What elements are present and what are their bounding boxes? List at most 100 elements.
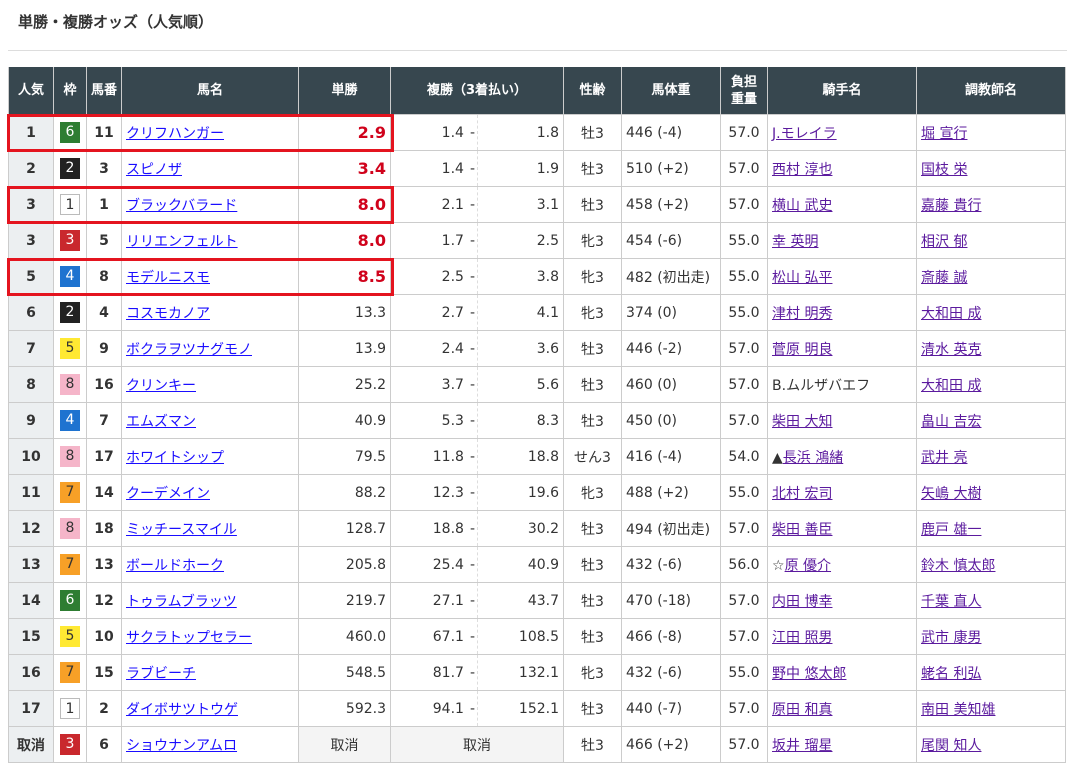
horse-name-link[interactable]: トゥラムブラッツ: [126, 593, 237, 610]
jockey-link[interactable]: 野中 悠太郎: [772, 665, 847, 682]
horse-name-link[interactable]: モデルニスモ: [126, 269, 210, 286]
win-odds-cell: 8.0: [298, 222, 391, 259]
trainer-link[interactable]: 畠山 吉宏: [921, 413, 982, 430]
table-row: 12 8 18 ミッチースマイル 128.7 18.8-30.2 牡3 494 (初出走) 57…: [8, 510, 1067, 547]
horse-name-link[interactable]: サクラトップセラー: [126, 629, 252, 646]
load-weight-cell: 57.0: [720, 186, 769, 223]
jockey-link[interactable]: 原田 和真: [772, 701, 833, 718]
umaban-cell: 8: [86, 258, 122, 295]
horse-name-link[interactable]: ボクラヲツナグモノ: [126, 341, 252, 358]
horse-name-cell: ボールドホーク: [121, 546, 299, 583]
trainer-link[interactable]: 国枝 栄: [921, 161, 968, 178]
place-odds-separator: -: [469, 124, 475, 141]
trainer-link[interactable]: 鈴木 慎太郎: [921, 557, 996, 574]
load-weight-cell: 55.0: [720, 654, 769, 691]
place-odds-low-cell: 11.8-: [390, 438, 478, 475]
trainer-link[interactable]: 蛯名 利弘: [921, 665, 982, 682]
trainer-link[interactable]: 尾関 知人: [921, 737, 982, 754]
trainer-link[interactable]: 相沢 郁: [921, 233, 968, 250]
jockey-link[interactable]: 松山 弘平: [772, 269, 833, 286]
jockey-link[interactable]: 柴田 善臣: [772, 521, 833, 538]
waku-cell: 2: [53, 294, 87, 331]
waku-badge: 1: [60, 194, 80, 215]
umaban-cell: 4: [86, 294, 122, 331]
jockey-link[interactable]: 津村 明秀: [772, 305, 833, 322]
horse-name-link[interactable]: クーデメイン: [126, 485, 210, 502]
waku-badge: 5: [60, 626, 80, 647]
umaban-cell: 1: [86, 186, 122, 223]
horse-name-link[interactable]: ショウナンアムロ: [126, 737, 238, 754]
trainer-link[interactable]: 武市 康男: [921, 629, 982, 646]
horse-name-link[interactable]: クリフハンガー: [126, 125, 224, 142]
horse-name-link[interactable]: ラブビーチ: [126, 665, 196, 682]
place-odds-low-cell: 25.4-: [390, 546, 478, 583]
jockey-link[interactable]: 江田 照男: [772, 629, 833, 646]
horse-name-link[interactable]: ミッチースマイル: [126, 521, 237, 538]
umaban-cell: 9: [86, 330, 122, 367]
jockey-link[interactable]: 坂井 瑠星: [772, 737, 833, 754]
jockey-cell: J.モレイラ: [767, 114, 918, 151]
waku-cell: 7: [53, 474, 87, 511]
sex-age-cell: 牡3: [563, 330, 623, 367]
horse-name-link[interactable]: ダイボサツトウゲ: [126, 701, 238, 718]
win-odds-cell: 460.0: [298, 618, 391, 655]
popularity-cell: 6: [8, 294, 54, 331]
jockey-link[interactable]: 内田 博幸: [772, 593, 833, 610]
trainer-link[interactable]: 矢嶋 大樹: [921, 485, 982, 502]
jockey-link[interactable]: 北村 宏司: [772, 485, 833, 502]
jockey-link[interactable]: 原 優介: [784, 557, 832, 574]
place-odds-low-cell: 94.1-: [390, 690, 478, 727]
horse-weight-cell: 432 (-6): [621, 546, 722, 583]
jockey-link[interactable]: 幸 英明: [772, 233, 819, 250]
popularity-cell: 取消: [8, 726, 54, 763]
header-load-line1: 負担: [731, 74, 758, 90]
trainer-link[interactable]: 大和田 成: [921, 377, 982, 394]
trainer-link[interactable]: 斎藤 誠: [921, 269, 968, 286]
win-odds-cell: 88.2: [298, 474, 391, 511]
place-odds-separator: -: [469, 628, 475, 645]
place-odds-low-cell: 1.7-: [390, 222, 478, 259]
jockey-link[interactable]: 菅原 明良: [772, 341, 833, 358]
horse-name-link[interactable]: クリンキー: [126, 377, 196, 394]
header-weight: 馬体重: [621, 67, 722, 115]
place-odds-high-cell: 8.3: [476, 402, 565, 439]
horse-name-link[interactable]: リリエンフェルト: [126, 233, 238, 250]
jockey-link[interactable]: J.モレイラ: [772, 125, 837, 142]
place-odds-separator: -: [469, 304, 475, 321]
trainer-link[interactable]: 千葉 直人: [921, 593, 982, 610]
header-waku: 枠: [53, 67, 87, 115]
horse-name-link[interactable]: ボールドホーク: [126, 557, 224, 574]
table-row: 15 5 10 サクラトップセラー 460.0 67.1-108.5 牡3 466 (-8) 5…: [8, 618, 1067, 655]
jockey-link[interactable]: 柴田 大知: [772, 413, 833, 430]
waku-cell: 8: [53, 438, 87, 475]
trainer-link[interactable]: 堀 宣行: [921, 125, 968, 142]
horse-name-link[interactable]: ホワイトシップ: [126, 449, 224, 466]
odds-table-container: 人気 枠 馬番 馬名 単勝 複勝（3着払い） 性齢 馬体重 負担 重量 騎手名 調…: [7, 67, 1067, 763]
trainer-link[interactable]: 大和田 成: [921, 305, 982, 322]
jockey-cell: B.ムルザバエフ: [767, 366, 918, 403]
table-row: 17 1 2 ダイボサツトウゲ 592.3 94.1-152.1 牡3 440 (-7) 57.…: [8, 690, 1067, 727]
trainer-link[interactable]: 武井 亮: [921, 449, 968, 466]
waku-badge: 8: [60, 374, 80, 395]
waku-badge: 3: [60, 230, 80, 251]
horse-name-link[interactable]: コスモカノア: [126, 305, 210, 322]
table-row: 10 8 17 ホワイトシップ 79.5 11.8-18.8 せん3 416 (-4) 54.0…: [8, 438, 1067, 475]
table-row: 1 6 11 クリフハンガー 2.9 1.4-1.8 牡3 446 (-4) 57.0 J.モレイ…: [8, 114, 1067, 151]
trainer-link[interactable]: 鹿戸 雄一: [921, 521, 982, 538]
trainer-link[interactable]: 嘉藤 貴行: [921, 197, 982, 214]
trainer-link[interactable]: 清水 英克: [921, 341, 982, 358]
popularity-cell: 3: [8, 222, 54, 259]
trainer-link[interactable]: 南田 美知雄: [921, 701, 996, 718]
header-horse-name: 馬名: [121, 67, 299, 115]
waku-cell: 7: [53, 654, 87, 691]
horse-name-cell: ホワイトシップ: [121, 438, 299, 475]
jockey-link[interactable]: 横山 武史: [772, 197, 833, 214]
place-odds-high-cell: 5.6: [476, 366, 565, 403]
horse-name-link[interactable]: スピノザ: [126, 161, 182, 178]
horse-name-cell: エムズマン: [121, 402, 299, 439]
jockey-link[interactable]: 西村 淳也: [772, 161, 833, 178]
umaban-cell: 11: [86, 114, 122, 151]
jockey-link[interactable]: 長浜 鴻緒: [782, 449, 844, 466]
horse-name-link[interactable]: ブラックバラード: [126, 197, 238, 214]
horse-name-link[interactable]: エムズマン: [126, 413, 196, 430]
